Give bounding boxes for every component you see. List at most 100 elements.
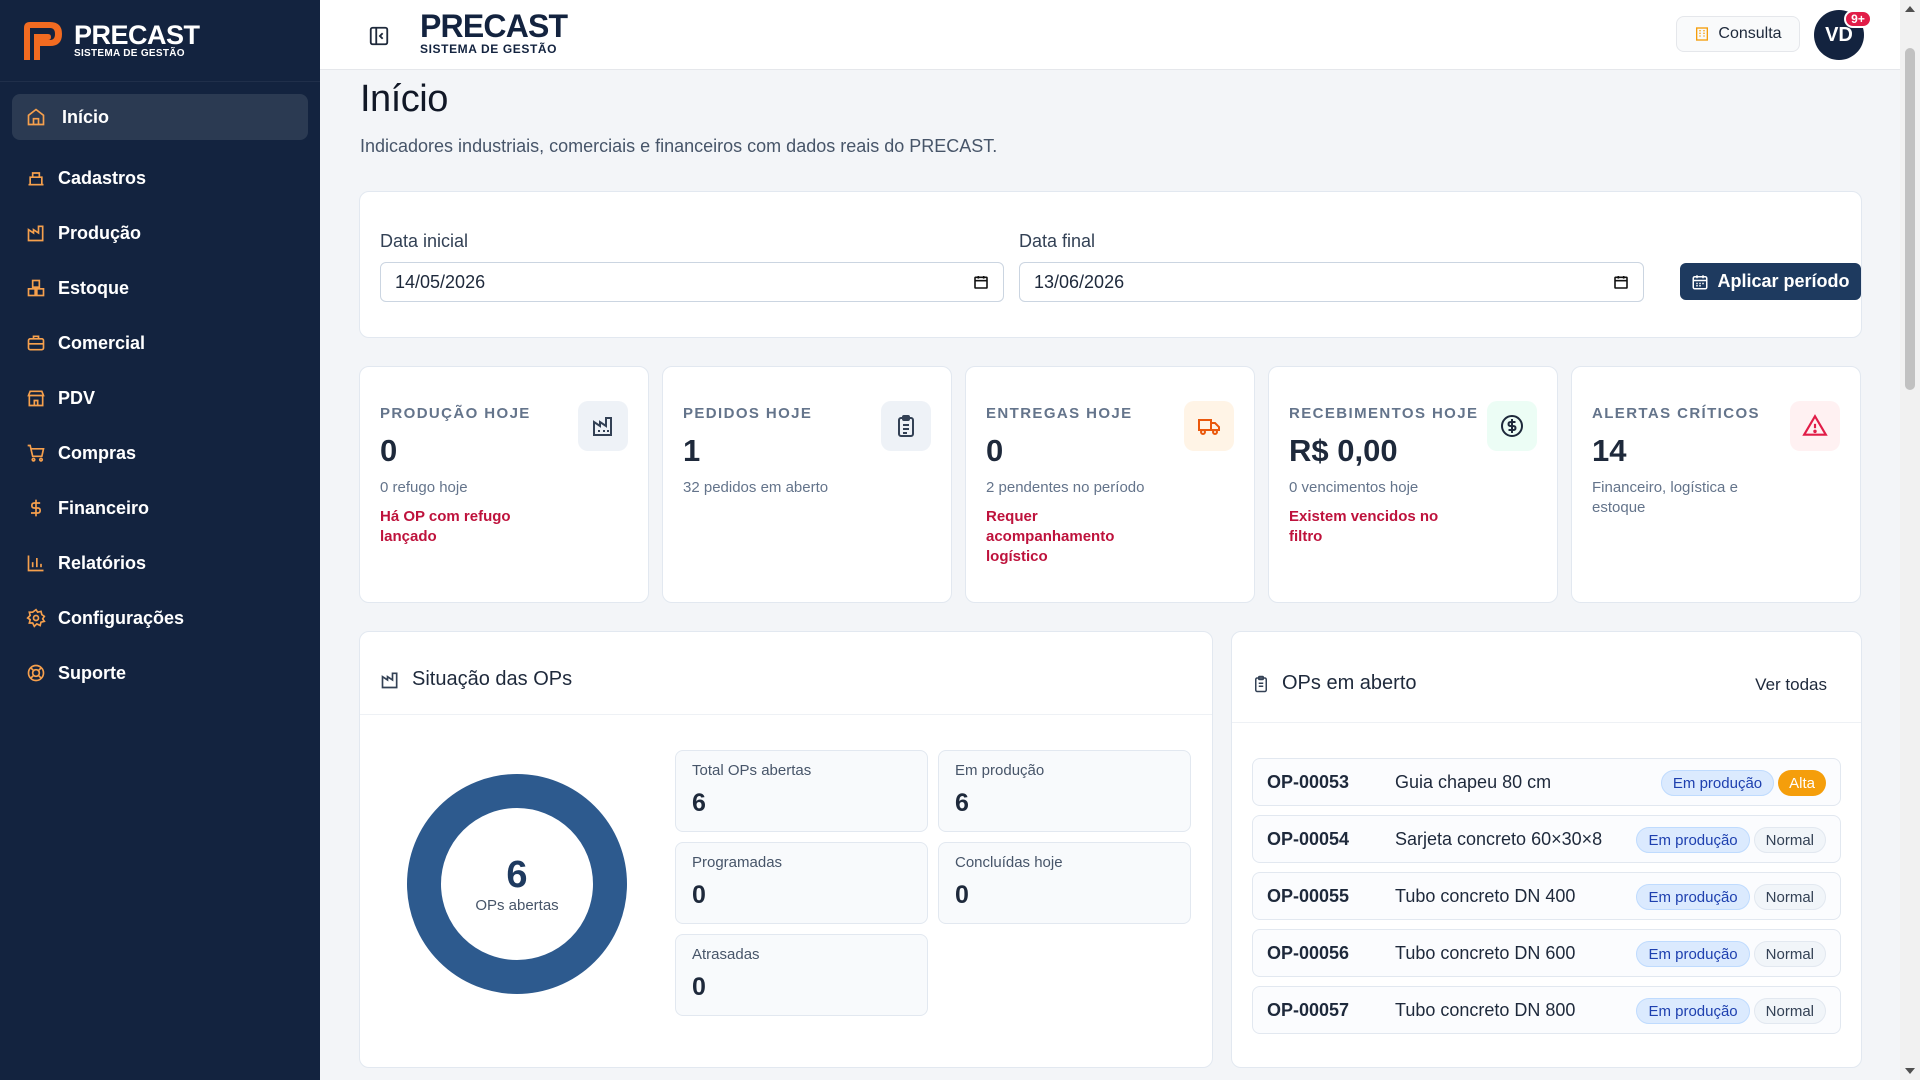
briefcase-icon	[27, 335, 45, 351]
sidebar-collapse-icon[interactable]	[368, 25, 390, 47]
consulta-label: Consulta	[1718, 25, 1782, 42]
op-product: Guia chapeu 80 cm	[1395, 772, 1552, 792]
sidebar-brand[interactable]: PRECAST SISTEMA DE GESTÃO	[0, 0, 320, 82]
page-scrollbar[interactable]	[1900, 0, 1920, 1080]
sidebar-item-suporte[interactable]: Suporte	[12, 650, 308, 696]
notification-badge: 9+	[1844, 10, 1872, 28]
end-date-input[interactable]: 13/06/2026	[1019, 262, 1644, 302]
sidebar-item-financeiro[interactable]: Financeiro	[12, 485, 308, 531]
open-ops-title: OPs em aberto	[1282, 672, 1417, 694]
kpi-card-alertas[interactable]: ALERTAS CRÍTICOS 14 Financeiro, logístic…	[1571, 366, 1861, 603]
sidebar-item-compras[interactable]: Compras	[12, 430, 308, 476]
sidebar-item-inicio[interactable]: Início	[12, 94, 308, 140]
kpi-card-recebimentos[interactable]: RECEBIMENTOS HOJE R$ 0,00 0 vencimentos …	[1268, 366, 1558, 603]
home-icon	[27, 108, 45, 126]
user-avatar[interactable]: VD 9+	[1814, 10, 1872, 60]
store-icon	[27, 390, 45, 407]
calendar-icon	[1692, 274, 1708, 289]
kpi-card-pedidos[interactable]: PEDIDOS HOJE 1 32 pedidos em aberto	[662, 366, 952, 603]
topbar-brand: PRECAST SISTEMA DE GESTÃO	[420, 10, 568, 56]
table-row[interactable]: OP-00053 Guia chapeu 80 cm Em produção A…	[1252, 758, 1841, 806]
page-subtitle: Indicadores industriais, comerciais e fi…	[360, 136, 998, 156]
sidebar-item-label: Produção	[58, 222, 142, 243]
sidebar-item-relatorios[interactable]: Relatórios	[12, 540, 308, 586]
sidebar-item-label: Início	[62, 106, 110, 127]
sidebar-item-comercial[interactable]: Comercial	[12, 320, 308, 366]
ops-status-header: Situação das OPs	[380, 668, 572, 691]
end-date-label: Data final	[1019, 231, 1096, 251]
ops-status-panel: Situação das OPs 6 OPs abertas Total OPs…	[359, 631, 1213, 1068]
truck-icon	[1184, 401, 1234, 451]
factory-icon	[27, 225, 44, 242]
op-code: OP-00053	[1267, 772, 1350, 792]
kpi-title: PEDIDOS HOJE	[683, 405, 813, 422]
divider	[360, 714, 1212, 715]
op-product: Tubo concreto DN 400	[1395, 886, 1576, 906]
status-badge: Em produção	[1636, 827, 1750, 853]
apply-period-button[interactable]: Aplicar período	[1680, 263, 1861, 300]
sidebar-item-label: Financeiro	[58, 497, 150, 518]
view-all-link[interactable]: Ver todas	[1755, 675, 1827, 694]
table-row[interactable]: OP-00055 Tubo concreto DN 400 Em produçã…	[1252, 872, 1841, 920]
sidebar-item-producao[interactable]: Produção	[12, 210, 308, 256]
gear-icon	[26, 608, 46, 628]
scrollbar-thumb[interactable]	[1905, 48, 1915, 390]
stat-label: Concluídas hoje	[955, 854, 1063, 871]
stat-total-ops: Total OPs abertas 6	[675, 750, 928, 832]
sidebar-item-pdv[interactable]: PDV	[12, 375, 308, 421]
clipboard-icon	[881, 401, 931, 451]
op-code: OP-00056	[1267, 943, 1350, 963]
donut-center: 6 OPs abertas	[406, 773, 628, 995]
consulta-button[interactable]: Consulta	[1676, 16, 1800, 52]
end-date-value: 13/06/2026	[1034, 271, 1125, 292]
kpi-card-producao[interactable]: PRODUÇÃO HOJE 0 0 refugo hoje Há OP com …	[359, 366, 649, 603]
op-product: Tubo concreto DN 600	[1395, 943, 1576, 963]
kpi-alert: Há OP com refugo lançado	[380, 508, 511, 545]
divider	[1232, 722, 1861, 723]
building-icon	[28, 172, 44, 186]
kpi-value: 1	[683, 433, 701, 468]
stat-label: Programadas	[692, 854, 783, 871]
kpi-title: ALERTAS CRÍTICOS	[1592, 405, 1760, 422]
stat-label: Atrasadas	[692, 946, 760, 963]
stat-label: Em produção	[955, 762, 1045, 779]
table-row[interactable]: OP-00054 Sarjeta concreto 60×30×8 Em pro…	[1252, 815, 1841, 863]
op-code: OP-00054	[1267, 829, 1350, 849]
dollar-icon	[30, 499, 42, 517]
period-filter-card: Data inicial 14/05/2026 Data final 13/06…	[359, 191, 1862, 338]
start-date-value: 14/05/2026	[395, 271, 486, 292]
apply-period-label: Aplicar período	[1717, 271, 1850, 291]
sidebar-item-cadastros[interactable]: Cadastros	[12, 155, 308, 201]
kpi-subtext: 32 pedidos em aberto	[683, 479, 829, 496]
priority-badge: Alta	[1778, 770, 1826, 796]
priority-badge: Normal	[1753, 884, 1826, 910]
donut-value: 6	[506, 853, 528, 896]
topbar-brand-tagline: SISTEMA DE GESTÃO	[420, 42, 558, 56]
sidebar-item-estoque[interactable]: Estoque	[12, 265, 308, 311]
brand-tagline: SISTEMA DE GESTÃO	[74, 48, 185, 59]
kpi-alert: Requer acompanhamento logístico	[986, 508, 1115, 565]
kpi-value: 0	[986, 433, 1004, 468]
cart-icon	[27, 444, 45, 462]
avatar-initials: VD	[1825, 23, 1853, 46]
priority-badge: Normal	[1753, 941, 1826, 967]
op-product: Sarjeta concreto 60×30×8	[1395, 829, 1603, 849]
factory-icon	[381, 672, 398, 688]
scroll-down-arrow-icon[interactable]	[1905, 1068, 1915, 1074]
calendar-icon[interactable]	[1613, 274, 1629, 290]
table-row[interactable]: OP-00056 Tubo concreto DN 600 Em produçã…	[1252, 929, 1841, 977]
sidebar-item-label: Compras	[58, 442, 137, 463]
kpi-title: RECEBIMENTOS HOJE	[1289, 405, 1479, 422]
start-date-input[interactable]: 14/05/2026	[380, 262, 1004, 302]
calendar-icon[interactable]	[973, 274, 989, 290]
page-title: Início	[360, 78, 448, 120]
sidebar-item-configuracoes[interactable]: Configurações	[12, 595, 308, 641]
dollar-circle-icon	[1487, 401, 1537, 451]
kpi-subtext: 2 pendentes no período	[986, 479, 1145, 496]
status-badge: Em produção	[1636, 941, 1750, 967]
table-row[interactable]: OP-00057 Tubo concreto DN 800 Em produçã…	[1252, 986, 1841, 1034]
kpi-subtext: 0 refugo hoje	[380, 479, 468, 496]
kpi-card-entregas[interactable]: ENTREGAS HOJE 0 2 pendentes no período R…	[965, 366, 1255, 603]
scroll-up-arrow-icon[interactable]	[1905, 6, 1915, 12]
stat-programadas: Programadas 0	[675, 842, 928, 924]
